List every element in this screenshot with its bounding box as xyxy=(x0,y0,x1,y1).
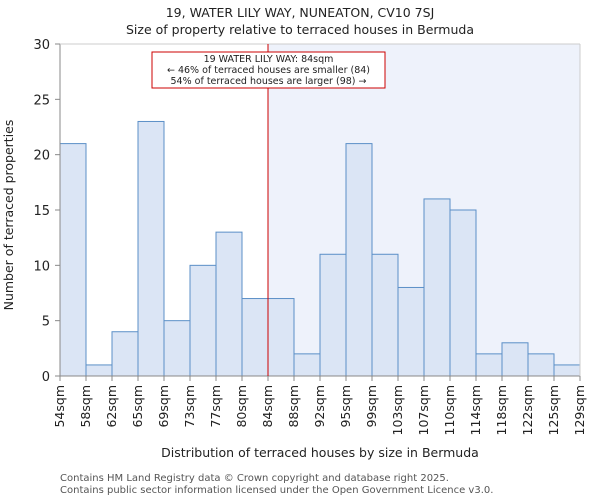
histogram-bar xyxy=(85,364,113,377)
x-tick-label: 62sqm xyxy=(104,385,119,428)
histogram-bar xyxy=(423,198,451,377)
histogram-bar xyxy=(501,342,529,377)
x-tick-label: 77sqm xyxy=(208,385,223,428)
x-tick-label: 122sqm xyxy=(520,385,535,435)
x-axis-label: Distribution of terraced houses by size … xyxy=(161,445,479,460)
x-tick-label: 95sqm xyxy=(338,385,353,428)
histogram-bar xyxy=(241,298,269,377)
y-tick-label: 30 xyxy=(33,38,50,53)
histogram-bar xyxy=(163,320,191,377)
x-tick-label: 118sqm xyxy=(494,385,509,435)
x-tick-label: 80sqm xyxy=(234,385,249,428)
annotation-line-3: 54% of terraced houses are larger (98) → xyxy=(171,76,367,87)
histogram-bar xyxy=(293,353,321,377)
x-tick-label: 58sqm xyxy=(78,385,93,428)
y-tick-label: 0 xyxy=(42,370,50,385)
x-tick-label: 84sqm xyxy=(260,385,275,428)
x-tick-label: 125sqm xyxy=(546,385,561,435)
histogram-bar xyxy=(59,143,87,377)
annotation-line-2: ← 46% of terraced houses are smaller (84… xyxy=(167,65,370,76)
y-tick-label: 5 xyxy=(42,315,50,330)
y-tick-label: 25 xyxy=(33,93,50,108)
histogram-bar xyxy=(371,253,399,377)
x-tick-label: 92sqm xyxy=(312,385,327,428)
histogram-bar xyxy=(319,253,347,377)
y-tick-label: 10 xyxy=(33,259,50,274)
x-tick-label: 88sqm xyxy=(286,385,301,428)
y-tick-label: 20 xyxy=(33,149,50,164)
x-tick-label: 99sqm xyxy=(364,385,379,428)
x-tick-label: 65sqm xyxy=(130,385,145,428)
x-tick-label: 107sqm xyxy=(416,385,431,435)
annotation-line-1: 19 WATER LILY WAY: 84sqm xyxy=(204,54,334,65)
histogram-bar xyxy=(215,231,243,377)
histogram-bar xyxy=(397,286,425,377)
x-tick-label: 69sqm xyxy=(156,385,171,428)
x-tick-label: 73sqm xyxy=(182,385,197,428)
chart-subtitle: Size of property relative to terraced ho… xyxy=(126,22,474,37)
y-tick-label: 15 xyxy=(33,204,50,219)
footer-licence: Contains public sector information licen… xyxy=(60,485,494,496)
histogram-bar xyxy=(553,364,581,377)
x-tick-label: 129sqm xyxy=(572,385,587,435)
histogram-bar xyxy=(137,120,165,377)
histogram-bar xyxy=(449,209,477,377)
footer-copyright: Contains HM Land Registry data © Crown c… xyxy=(60,473,449,484)
histogram-bar xyxy=(189,264,217,377)
x-tick-label: 114sqm xyxy=(468,385,483,435)
annotation-box: 19 WATER LILY WAY: 84sqm ← 46% of terrac… xyxy=(151,51,386,89)
chart-title: 19, WATER LILY WAY, NUNEATON, CV10 7SJ xyxy=(165,5,435,20)
y-axis-label: Number of terraced properties xyxy=(1,120,16,311)
histogram-bar xyxy=(345,143,373,377)
histogram-bar xyxy=(267,298,295,377)
x-tick-label: 103sqm xyxy=(390,385,405,435)
x-tick-label: 54sqm xyxy=(52,385,67,428)
histogram-bar xyxy=(111,331,139,377)
x-tick-label: 110sqm xyxy=(442,385,457,435)
histogram-bar xyxy=(475,353,503,377)
histogram-bar xyxy=(527,353,555,377)
